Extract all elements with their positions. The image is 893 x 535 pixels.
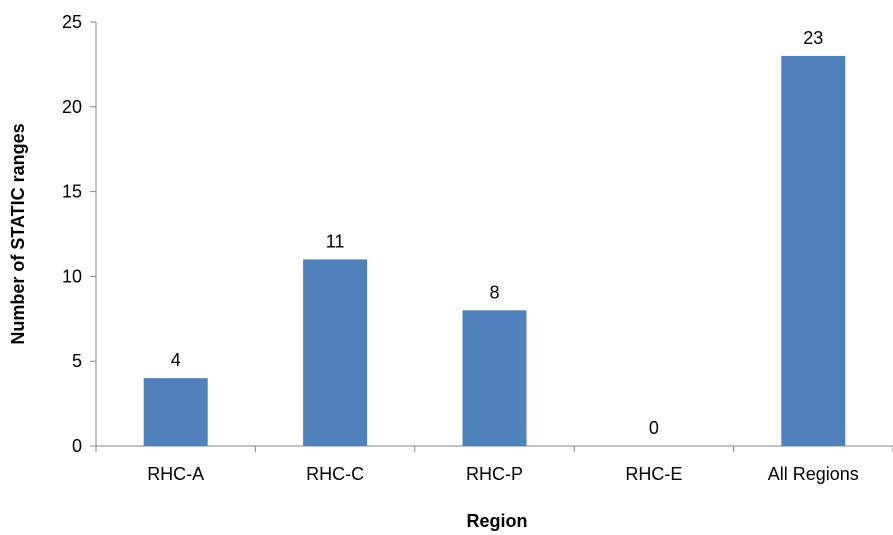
y-tick-label: 10 [62,266,82,286]
y-tick-label: 15 [62,182,82,202]
x-tick-label: RHC-P [466,464,523,484]
data-label: 23 [803,28,823,48]
data-label: 8 [489,282,499,302]
x-axis-title: Region [467,511,528,531]
bar [781,55,846,447]
bar [462,310,527,446]
x-tick-label: RHC-E [625,464,682,484]
y-tick-label: 25 [62,12,82,32]
y-tick-label: 5 [72,351,82,371]
x-tick-label: RHC-A [147,464,204,484]
data-label: 4 [171,350,181,370]
data-label: 0 [649,418,659,438]
bar [143,378,208,446]
y-tick-label: 0 [72,436,82,456]
plot-area: 0 5 10 15 20 25 4 RHC-A 11 RHC-C 8 RHC-P 0 RHC-E 23 All… [62,12,893,484]
x-tick-label: RHC-C [306,464,364,484]
y-tick-label: 20 [62,97,82,117]
x-tick-label: All Regions [768,464,859,484]
bar [303,259,368,446]
y-axis-title: Number of STATIC ranges [8,123,28,344]
data-label: 11 [326,231,345,251]
